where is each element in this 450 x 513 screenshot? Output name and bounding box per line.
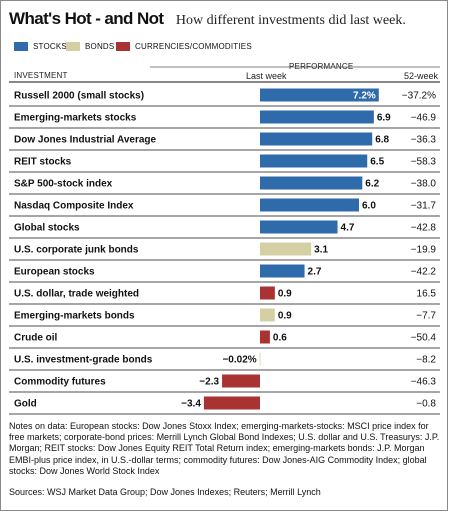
row-label: U.S. dollar, trade weighted xyxy=(14,289,139,300)
bar xyxy=(260,176,363,190)
row-label: REIT stocks xyxy=(14,157,72,168)
bar xyxy=(260,308,275,322)
sources: Sources: WSJ Market Data Group; Dow Jone… xyxy=(9,487,321,497)
row-label: Gold xyxy=(14,399,37,410)
chart-rows: Russell 2000 (small stocks) 7.2% −37.2% Eme… xyxy=(9,88,440,415)
value-label: −3.4 xyxy=(181,399,201,410)
row-label: Commodity futures xyxy=(14,377,106,388)
week52-value: −37.2% xyxy=(402,91,436,102)
row-label: Russell 2000 (small stocks) xyxy=(14,91,144,102)
chart-subtitle: How different investments did last week. xyxy=(175,13,406,28)
bar-chart: Russell 2000 (small stocks) 7.2% −37.2% Eme… xyxy=(9,66,440,415)
week52-value: −36.3 xyxy=(411,135,437,146)
legend-bonds-swatch xyxy=(66,42,80,51)
value-label: 6.8 xyxy=(375,135,389,146)
value-label: 0.9 xyxy=(278,289,292,300)
bar xyxy=(222,374,260,388)
value-label: −0.02% xyxy=(222,355,256,366)
row-label: U.S. corporate junk bonds xyxy=(14,245,139,256)
value-label: 3.1 xyxy=(314,245,328,256)
value-label: 6.2 xyxy=(365,179,379,190)
week52-value: −7.7 xyxy=(416,311,436,322)
value-label: −2.3 xyxy=(199,377,219,388)
row-label: Dow Jones Industrial Average xyxy=(14,135,157,146)
week52-value: −46.3 xyxy=(411,377,437,388)
value-label: 0.6 xyxy=(273,333,287,344)
value-label: 4.7 xyxy=(341,223,355,234)
value-label: 6.0 xyxy=(362,201,376,212)
value-label: 0.9 xyxy=(278,311,292,322)
row-label: S&P 500-stock index xyxy=(14,179,113,190)
week52-value: −31.7 xyxy=(411,201,437,212)
week52-value: −50.4 xyxy=(411,333,437,344)
legend-currencies-swatch xyxy=(116,42,130,51)
legend-currencies-label: CURRENCIES/COMMODITIES xyxy=(135,42,252,51)
row-label: Global stocks xyxy=(14,223,80,234)
row-label: Nasdaq Composite Index xyxy=(14,201,134,212)
bar xyxy=(260,220,338,234)
performance-header: PERFORMANCE xyxy=(289,62,354,71)
value-label: 6.5 xyxy=(370,157,384,168)
title-row: What's Hot - and Not How different inves… xyxy=(9,9,406,29)
week52-value: −42.2 xyxy=(411,267,437,278)
legend-bonds: BONDS xyxy=(66,42,114,51)
last-week-header: Last week xyxy=(246,71,287,81)
row-label: U.S. investment-grade bonds xyxy=(14,355,153,366)
legend-currencies: CURRENCIES/COMMODITIES xyxy=(116,42,252,51)
bar xyxy=(203,396,260,410)
bar xyxy=(260,242,312,256)
chart-title: What's Hot - and Not xyxy=(9,9,164,28)
bar xyxy=(260,330,270,344)
row-label: Emerging-markets bonds xyxy=(14,311,135,322)
legend-stocks-swatch xyxy=(14,42,28,51)
row-label: Emerging-markets stocks xyxy=(14,113,137,124)
value-label: 2.7 xyxy=(308,267,322,278)
week52-value: −46.9 xyxy=(411,113,437,124)
legend-bonds-label: BONDS xyxy=(85,42,115,51)
bar xyxy=(260,132,373,146)
legend-stocks: STOCKS xyxy=(14,42,67,51)
week52-value: −0.8 xyxy=(416,399,436,410)
week52-value: −58.3 xyxy=(411,157,437,168)
week52-value: −42.8 xyxy=(411,223,437,234)
week52-header: 52-week xyxy=(404,71,439,81)
week52-value: −38.0 xyxy=(411,179,437,190)
week52-value: −8.2 xyxy=(416,355,436,366)
value-label: 6.9 xyxy=(377,113,391,124)
bar xyxy=(260,264,305,278)
bar xyxy=(259,352,261,366)
row-label: European stocks xyxy=(14,267,95,278)
week52-value: 16.5 xyxy=(417,289,437,300)
bar xyxy=(260,154,368,168)
week52-value: −19.9 xyxy=(411,245,437,256)
bar xyxy=(260,198,359,212)
bar xyxy=(260,110,374,124)
investment-header: INVESTMENT xyxy=(14,71,68,80)
bar xyxy=(260,88,379,102)
row-label: Crude oil xyxy=(14,333,58,344)
value-label: 7.2% xyxy=(353,91,376,102)
notes: Notes on data: European stocks: Dow Jone… xyxy=(9,421,440,476)
legend-stocks-label: STOCKS xyxy=(33,42,67,51)
bar xyxy=(260,286,275,300)
